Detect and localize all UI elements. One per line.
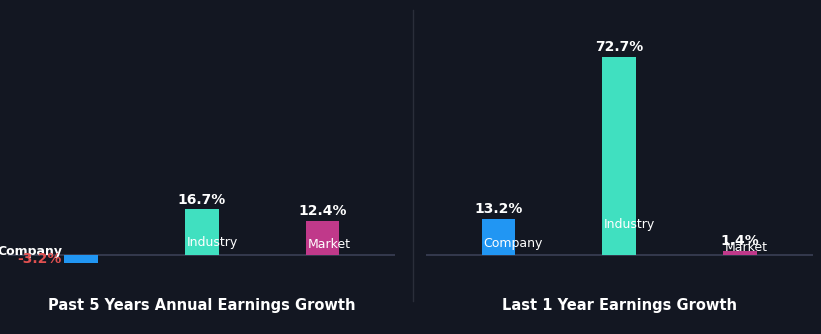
Bar <box>64 255 98 263</box>
Text: -3.2%: -3.2% <box>18 252 62 266</box>
Text: Company: Company <box>484 237 543 250</box>
Text: 13.2%: 13.2% <box>475 202 523 216</box>
Text: Market: Market <box>307 237 351 250</box>
Bar <box>482 219 516 255</box>
Text: 16.7%: 16.7% <box>177 193 226 207</box>
Text: Market: Market <box>725 241 768 254</box>
Bar <box>603 57 636 255</box>
Text: 72.7%: 72.7% <box>595 40 644 54</box>
X-axis label: Past 5 Years Annual Earnings Growth: Past 5 Years Annual Earnings Growth <box>48 298 355 313</box>
Bar <box>305 221 339 255</box>
Text: 12.4%: 12.4% <box>298 204 346 218</box>
Text: Industry: Industry <box>604 218 655 231</box>
Bar <box>723 251 757 255</box>
Text: Industry: Industry <box>186 236 237 249</box>
Text: Company: Company <box>0 245 62 259</box>
Bar <box>185 209 218 255</box>
X-axis label: Last 1 Year Earnings Growth: Last 1 Year Earnings Growth <box>502 298 737 313</box>
Text: 1.4%: 1.4% <box>721 234 759 248</box>
